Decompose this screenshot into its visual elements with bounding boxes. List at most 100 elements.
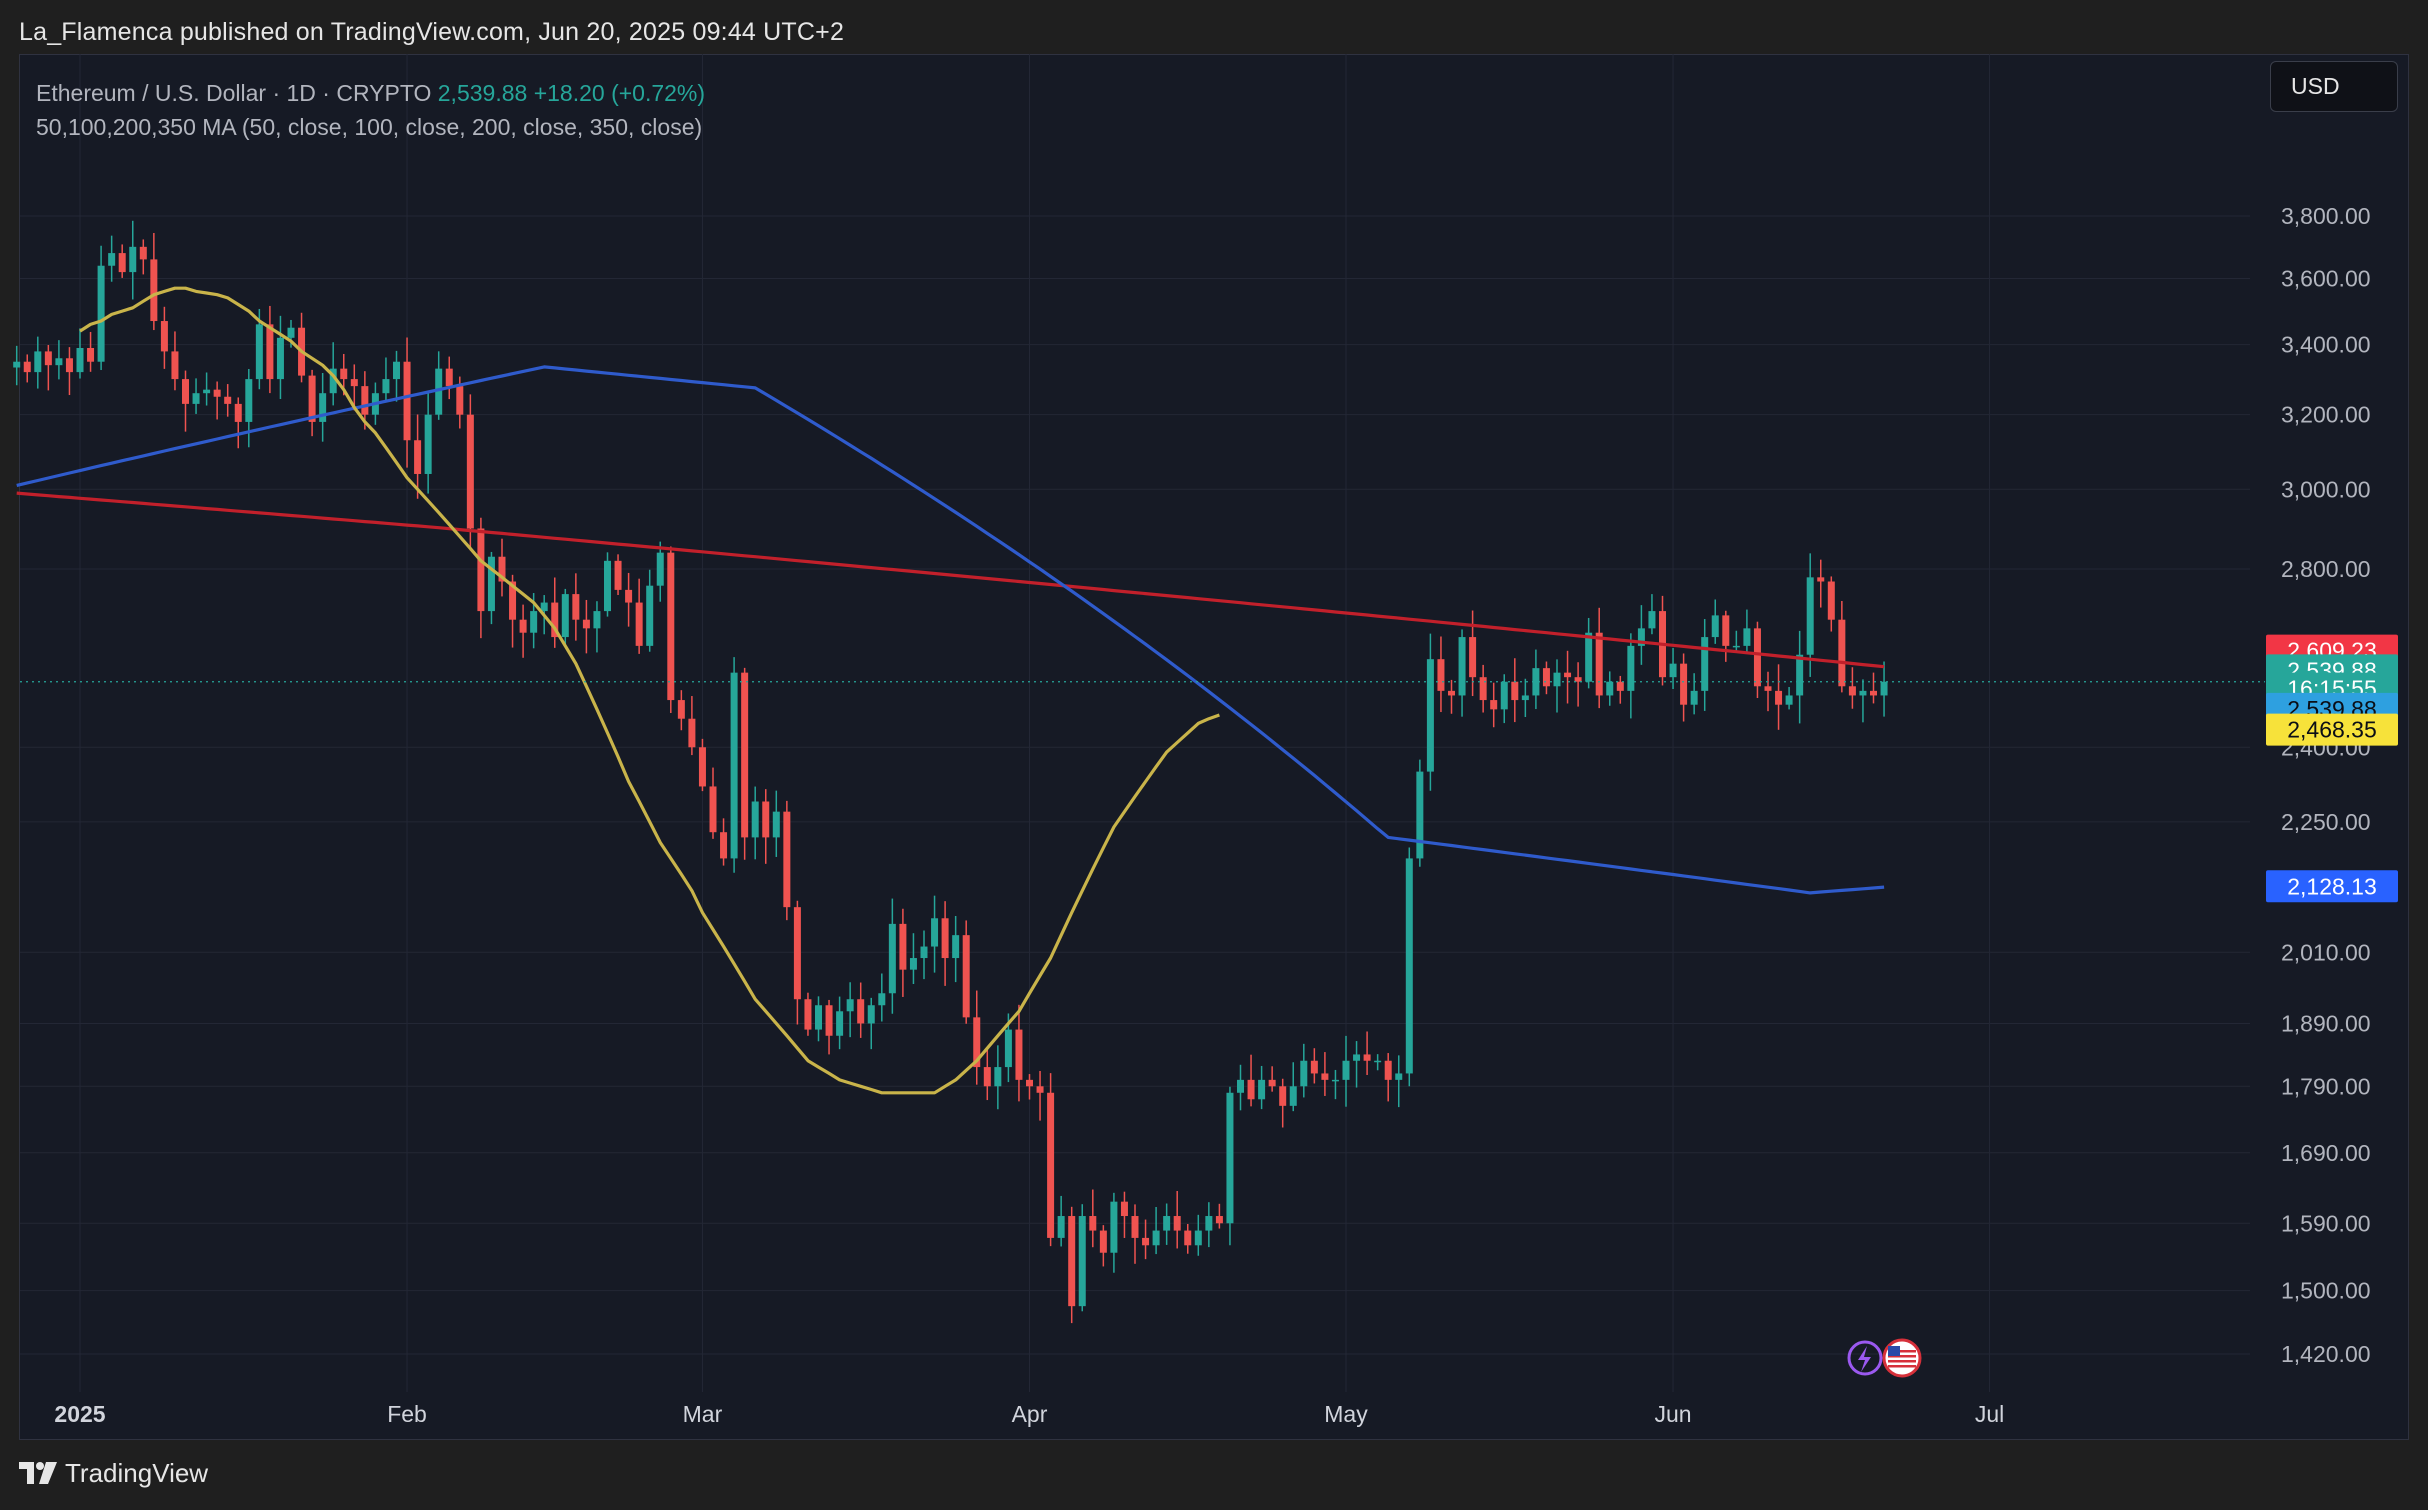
candle-body (1205, 1216, 1213, 1231)
y-tick-label: 3,800.00 (2281, 203, 2371, 229)
candle-body (350, 379, 358, 387)
candle-body (1300, 1060, 1308, 1087)
candle-body (1469, 637, 1477, 678)
candle-body (1268, 1079, 1276, 1087)
candle-body (203, 389, 211, 394)
candle-body (382, 379, 390, 394)
candle-body (487, 556, 495, 612)
ma-350-line (16, 491, 1885, 669)
candle-body (287, 327, 295, 338)
candle-body (1722, 615, 1730, 646)
candle-body (319, 393, 327, 422)
candle-body (477, 528, 485, 612)
candle-body (1838, 619, 1846, 687)
candle-body (899, 923, 907, 970)
tradingview-logo[interactable]: TradingView (19, 1455, 208, 1491)
candle-body (1817, 577, 1825, 582)
x-tick-label: May (1324, 1401, 1368, 1427)
candle-body (1120, 1201, 1128, 1217)
candle-body (1395, 1073, 1403, 1080)
candle-body (23, 361, 31, 373)
candle-body (1289, 1086, 1297, 1106)
chart-legend: Ethereum / U.S. Dollar · 1D · CRYPTO 2,5… (36, 76, 705, 144)
candle-body (1374, 1060, 1382, 1063)
candle-body (118, 253, 126, 273)
candle-body (1004, 1029, 1012, 1068)
candle-body (445, 368, 453, 387)
candle-body (931, 918, 939, 947)
currency-button[interactable]: USD (2270, 61, 2398, 112)
y-tick-label: 1,890.00 (2281, 1010, 2371, 1036)
tradingview-logo-icon (19, 1462, 57, 1484)
candle-body (1542, 668, 1550, 687)
candle-body (403, 361, 411, 441)
y-tick-label: 3,200.00 (2281, 402, 2371, 428)
candle-body (329, 368, 337, 394)
candle-body (34, 351, 42, 373)
candle-body (414, 440, 422, 474)
candle-body (97, 265, 105, 362)
candle-body (76, 347, 84, 373)
candle-body (720, 832, 728, 859)
candle-body (1279, 1086, 1287, 1106)
candle-body (772, 811, 780, 838)
candle-body (698, 747, 706, 787)
candle-body (635, 602, 643, 646)
candle-body (1627, 645, 1635, 691)
candle-body (1173, 1216, 1181, 1231)
candle-body (1743, 628, 1751, 646)
candle-body (255, 324, 263, 380)
candle-body (1775, 690, 1783, 705)
candle-body (1595, 632, 1603, 696)
y-tick-label: 1,790.00 (2281, 1073, 2371, 1099)
candle-body (762, 801, 770, 838)
flag-stripe (1888, 1355, 1916, 1358)
candle-body (1585, 632, 1593, 682)
candle-body (1163, 1216, 1171, 1231)
candle-body (1353, 1054, 1361, 1061)
candle-body (245, 379, 253, 422)
candle-body (846, 999, 854, 1012)
y-tick-label: 3,400.00 (2281, 332, 2371, 358)
candle-body (1310, 1060, 1318, 1074)
x-tick-label: Jul (1975, 1401, 2004, 1427)
candle-body (1711, 615, 1719, 638)
candle-body (983, 1067, 991, 1087)
candle-body (1448, 690, 1455, 696)
candle-body (1258, 1079, 1266, 1100)
candle-body (1564, 672, 1572, 678)
flag-canton (1888, 1346, 1900, 1356)
lightning-bolt-icon (1858, 1346, 1871, 1372)
us-flag-event-icon (1882, 1338, 1922, 1378)
legend-indicator[interactable]: 50,100,200,350 MA (50, close, 100, close… (36, 114, 703, 140)
lightning-event-icon (1847, 1340, 1883, 1376)
x-tick-label: Jun (1655, 1401, 1692, 1427)
y-tick-label: 1,500.00 (2281, 1278, 2371, 1304)
flag-stripe (1888, 1350, 1916, 1353)
x-tick-label: Apr (1012, 1401, 1048, 1427)
candle-body (456, 386, 464, 415)
candle-body (1342, 1060, 1350, 1080)
y-tick-label: 3,000.00 (2281, 476, 2371, 502)
candle-body (160, 321, 168, 352)
legend-symbol: Ethereum / U.S. Dollar · 1D · CRYPTO (36, 80, 432, 106)
candle-body (509, 581, 517, 620)
candle-body (540, 602, 548, 612)
candle-body (1384, 1060, 1392, 1080)
candle-body (234, 403, 242, 422)
candle-body (1426, 659, 1434, 772)
y-tick-label: 2,800.00 (2281, 556, 2371, 582)
candle-body (466, 414, 474, 529)
candle-body (1089, 1216, 1097, 1231)
candle-body (730, 672, 738, 859)
candle-body (1131, 1216, 1139, 1238)
candle-body (1827, 581, 1835, 620)
candle-body (1785, 695, 1793, 705)
candle-body (920, 946, 928, 959)
candle-body (1690, 690, 1698, 705)
candle-body (1458, 637, 1466, 696)
candle-body (340, 368, 348, 380)
candle-body (224, 396, 232, 404)
candle-body (1669, 663, 1677, 678)
candle-body (973, 1017, 981, 1068)
